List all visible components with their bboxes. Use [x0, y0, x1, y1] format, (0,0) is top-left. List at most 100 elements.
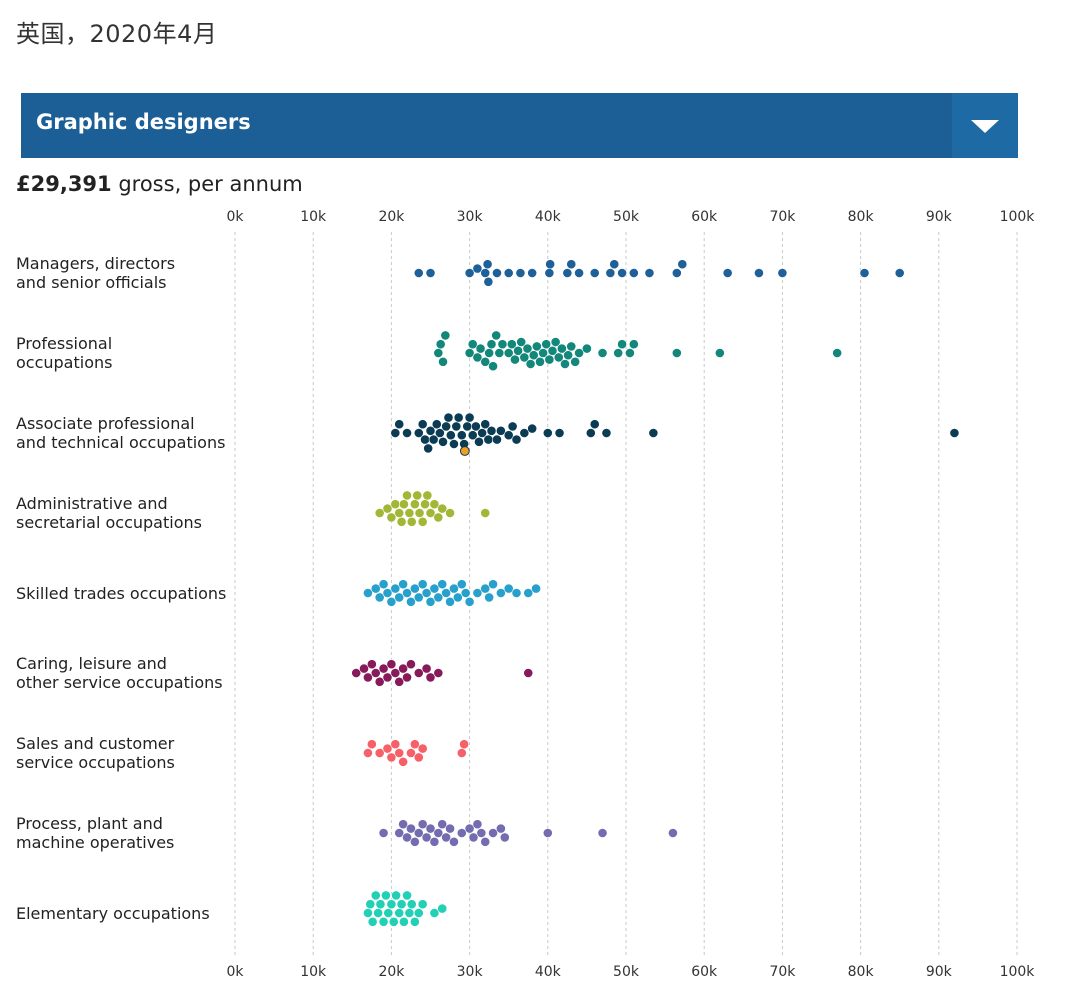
data-point[interactable]: [423, 443, 434, 454]
data-point[interactable]: [832, 348, 843, 358]
data-point[interactable]: [464, 823, 475, 834]
data-point[interactable]: [589, 268, 600, 278]
data-point[interactable]: [949, 428, 960, 438]
data-point[interactable]: [544, 268, 555, 278]
data-point[interactable]: [671, 348, 682, 358]
data-point[interactable]: [433, 828, 444, 838]
data-point[interactable]: [523, 588, 534, 598]
data-point[interactable]: [544, 354, 555, 365]
data-point[interactable]: [464, 596, 475, 607]
data-point[interactable]: [464, 348, 475, 358]
data-point[interactable]: [456, 579, 467, 590]
data-point[interactable]: [445, 823, 455, 834]
data-point[interactable]: [483, 276, 494, 287]
data-point[interactable]: [470, 421, 481, 432]
data-point[interactable]: [366, 739, 377, 750]
data-point[interactable]: [754, 268, 764, 278]
data-point[interactable]: [474, 436, 484, 447]
data-point[interactable]: [460, 588, 471, 598]
data-point[interactable]: [488, 361, 498, 372]
data-point[interactable]: [494, 348, 505, 358]
data-point[interactable]: [394, 908, 405, 918]
data-point[interactable]: [714, 348, 725, 358]
data-point[interactable]: [605, 268, 616, 278]
data-point[interactable]: [437, 819, 448, 830]
data-point[interactable]: [894, 268, 905, 278]
data-point[interactable]: [409, 916, 420, 927]
data-point[interactable]: [556, 343, 567, 354]
data-point[interactable]: [406, 596, 416, 607]
data-point[interactable]: [441, 832, 452, 843]
data-point[interactable]: [437, 579, 448, 590]
data-point[interactable]: [456, 748, 467, 758]
data-point[interactable]: [480, 356, 491, 367]
data-point[interactable]: [597, 828, 608, 838]
data-point[interactable]: [359, 663, 369, 674]
data-point[interactable]: [399, 916, 409, 927]
data-point[interactable]: [402, 890, 412, 901]
data-point[interactable]: [429, 499, 440, 510]
data-point[interactable]: [597, 348, 608, 358]
data-point[interactable]: [503, 583, 514, 594]
data-point[interactable]: [402, 672, 412, 683]
data-point[interactable]: [438, 356, 448, 367]
data-point[interactable]: [441, 588, 452, 598]
data-point[interactable]: [425, 268, 436, 278]
data-point[interactable]: [484, 592, 495, 603]
data-point[interactable]: [644, 268, 655, 278]
data-point[interactable]: [449, 583, 459, 594]
data-point[interactable]: [625, 348, 635, 358]
data-point[interactable]: [515, 268, 526, 278]
data-point[interactable]: [433, 592, 444, 603]
data-point[interactable]: [406, 659, 416, 670]
data-point[interactable]: [513, 345, 523, 356]
data-point[interactable]: [545, 259, 556, 270]
data-point[interactable]: [480, 419, 491, 430]
data-point[interactable]: [409, 499, 420, 510]
data-point[interactable]: [452, 592, 463, 603]
data-point[interactable]: [472, 263, 483, 274]
data-point[interactable]: [378, 663, 389, 674]
data-point[interactable]: [388, 916, 399, 927]
data-point[interactable]: [396, 899, 407, 910]
data-point[interactable]: [429, 908, 440, 918]
data-point[interactable]: [671, 268, 682, 278]
data-point[interactable]: [570, 356, 581, 367]
data-point[interactable]: [390, 499, 401, 510]
data-point[interactable]: [480, 836, 491, 847]
data-point[interactable]: [722, 268, 733, 278]
data-point[interactable]: [412, 490, 423, 501]
data-point[interactable]: [417, 419, 428, 430]
data-point[interactable]: [438, 436, 448, 447]
data-point[interactable]: [414, 508, 425, 518]
data-point[interactable]: [429, 583, 440, 594]
data-point[interactable]: [613, 348, 624, 358]
data-point[interactable]: [477, 428, 488, 438]
data-point[interactable]: [433, 348, 444, 358]
data-point[interactable]: [531, 583, 541, 594]
data-point[interactable]: [464, 412, 475, 423]
data-point[interactable]: [563, 350, 574, 361]
data-point[interactable]: [390, 668, 401, 678]
data-point[interactable]: [386, 659, 397, 670]
data-point[interactable]: [503, 348, 514, 358]
data-point[interactable]: [381, 890, 391, 901]
data-point[interactable]: [566, 259, 577, 270]
data-point[interactable]: [445, 596, 455, 607]
data-point[interactable]: [527, 423, 538, 434]
data-point[interactable]: [528, 350, 539, 361]
data-point[interactable]: [363, 908, 373, 918]
data-point[interactable]: [497, 339, 508, 350]
data-point[interactable]: [406, 748, 416, 758]
data-point[interactable]: [510, 354, 520, 365]
data-point[interactable]: [413, 828, 424, 838]
data-point[interactable]: [456, 828, 467, 838]
data-point[interactable]: [399, 499, 409, 510]
data-point[interactable]: [492, 268, 502, 278]
data-point[interactable]: [648, 428, 659, 438]
data-point[interactable]: [451, 421, 462, 432]
data-point[interactable]: [394, 748, 405, 758]
data-point[interactable]: [589, 419, 600, 430]
data-point[interactable]: [582, 343, 592, 354]
data-point[interactable]: [382, 743, 393, 754]
